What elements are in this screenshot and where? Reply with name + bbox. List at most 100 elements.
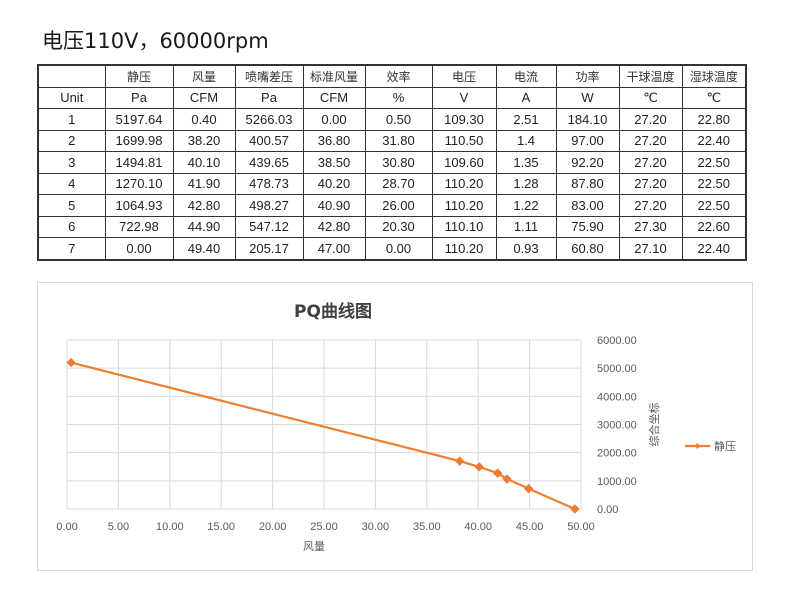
chart-plot: 0.00 5.00 10.00 15.00 20.00 25.00 30.00 35.00 40… [56,335,736,553]
table-cell: Pa [104,86,174,109]
x-tick-label: 15.00 [207,521,235,533]
legend-label: 静压 [714,439,736,453]
table-cell: Unit [37,86,106,109]
table-cell: 22.40 [681,237,747,260]
table-row: 5 1064.93 42.80 498.27 40.90 26.00 110.20 1.22 8… [37,194,747,217]
table-cell: 干球温度 [618,64,683,88]
table-cell: 400.57 [234,129,304,152]
table-cell: 1494.81 [104,151,174,174]
table-cell: 27.30 [618,215,683,238]
table-cell: 498.27 [234,194,304,217]
table-row: 1 5197.64 0.40 5266.03 0.00 0.50 109.30 2.51 184… [37,108,747,131]
table-cell: ℃ [618,86,683,109]
table-cell: 标准风量 [302,64,366,88]
x-tick-label: 35.00 [413,521,441,533]
table-cell: 75.90 [555,215,620,238]
table-header-row: 静压 风量 喷嘴差压 标准风量 效率 电压 电流 功率 干球温度 湿球温度 [37,64,747,88]
table-cell: 22.50 [681,194,747,217]
table-cell: 205.17 [234,237,304,260]
table-cell: 478.73 [234,172,304,195]
table-cell: 109.60 [431,151,497,174]
table-cell: W [555,86,620,109]
table-cell: CFM [172,86,236,109]
data-point-marker [502,474,512,484]
table-cell: 0.40 [172,108,236,131]
table-cell: 0.00 [104,237,174,260]
table-cell: 1064.93 [104,194,174,217]
table-cell: 电压 [431,64,497,88]
y-tick-label: 1000.00 [597,476,637,488]
table-cell: 41.90 [172,172,236,195]
table-cell: 38.50 [302,151,366,174]
y-tick-label: 4000.00 [597,391,637,403]
table-cell: 静压 [104,64,174,88]
x-tick-label: 10.00 [156,521,184,533]
table-cell: 5266.03 [234,108,304,131]
page-title: 电压110V，60000rpm [42,29,269,53]
table-cell: 0.50 [364,108,433,131]
table-cell: 22.50 [681,172,747,195]
table-row: 2 1699.98 38.20 400.57 36.80 31.80 110.50 1.4 97… [37,129,747,152]
table-cell: 0.00 [364,237,433,260]
data-point-marker [474,462,484,472]
table-cell: 40.90 [302,194,366,217]
table-cell: 110.20 [431,172,497,195]
data-point-marker [66,357,76,368]
table-cell: 0.93 [495,237,557,260]
table-cell: 87.80 [555,172,620,195]
table-cell: 109.30 [431,108,497,131]
table-cell: 风量 [172,64,236,88]
table-cell: 22.50 [681,151,747,174]
table-cell: 电流 [495,64,557,88]
table-cell: 92.20 [555,151,620,174]
table-cell: 47.00 [302,237,366,260]
table-cell: 31.80 [364,129,433,152]
x-tick-label: 45.00 [516,521,544,533]
x-tick-label: 30.00 [362,521,390,533]
table-cell: 49.40 [172,237,236,260]
table-cell: 7 [37,237,106,260]
table-cell: 36.80 [302,129,366,152]
y-tick-label: 2000.00 [597,448,637,460]
table-cell: 27.20 [618,151,683,174]
table-cell: 2.51 [495,108,557,131]
table-cell: 547.12 [234,215,304,238]
table-cell: Pa [234,86,304,109]
table-cell: 4 [37,172,106,195]
table-cell: 42.80 [302,215,366,238]
table-cell: 1699.98 [104,129,174,152]
y-tick-label: 0.00 [597,504,618,516]
x-tick-label: 5.00 [108,521,129,533]
table-cell [37,64,106,88]
table-cell: 22.60 [681,215,747,238]
y-axis-label: 综合坐标 [647,403,661,447]
table-cell: 1.11 [495,215,557,238]
table-cell: 1270.10 [104,172,174,195]
y-tick-label: 3000.00 [597,420,637,432]
x-tick-label: 50.00 [567,521,595,533]
table-cell: 110.20 [431,194,497,217]
data-point-marker [523,483,534,494]
table-cell: CFM [302,86,366,109]
test-data-table: 静压 风量 喷嘴差压 标准风量 效率 电压 电流 功率 干球温度 湿球温度 Unit Pa CFM Pa C… [37,64,747,261]
table-cell: % [364,86,433,109]
table-cell: 28.70 [364,172,433,195]
x-tick-label: 0.00 [56,521,77,533]
table-cell: 5197.64 [104,108,174,131]
table-cell: 3 [37,151,106,174]
table-cell: 30.80 [364,151,433,174]
table-cell: 27.20 [618,172,683,195]
table-cell: 60.80 [555,237,620,260]
table-cell: 效率 [364,64,433,88]
table-cell: 1.35 [495,151,557,174]
table-cell: V [431,86,497,109]
table-row: 6 722.98 44.90 547.12 42.80 20.30 110.10 1.11 75… [37,215,747,238]
x-axis-label: 风量 [303,540,325,553]
table-row: 4 1270.10 41.90 478.73 40.20 28.70 110.20 1.28 8… [37,172,747,195]
table-cell: 22.80 [681,108,747,131]
table-cell: 44.90 [172,215,236,238]
table-cell: 1.28 [495,172,557,195]
data-point-marker [454,456,465,466]
table-cell: 38.20 [172,129,236,152]
y-tick-label: 6000.00 [597,335,637,347]
